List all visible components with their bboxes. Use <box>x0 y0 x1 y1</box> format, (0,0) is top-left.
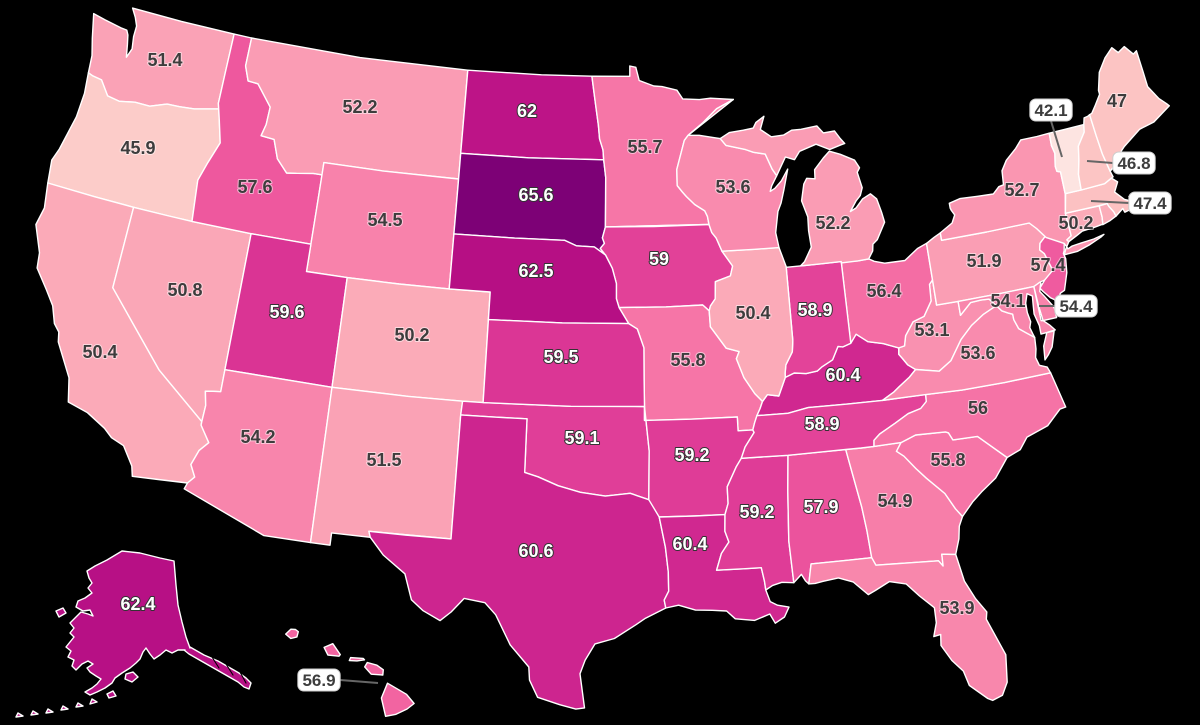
svg-text:53.9: 53.9 <box>939 598 974 618</box>
svg-text:55.8: 55.8 <box>930 450 965 470</box>
svg-text:53.6: 53.6 <box>715 177 750 197</box>
svg-text:59: 59 <box>649 249 669 269</box>
svg-text:47: 47 <box>1107 91 1127 111</box>
svg-text:42.1: 42.1 <box>1034 101 1067 120</box>
svg-text:57.9: 57.9 <box>803 497 838 517</box>
svg-text:62: 62 <box>517 101 537 121</box>
svg-text:54.9: 54.9 <box>877 491 912 511</box>
svg-text:50.4: 50.4 <box>735 303 770 323</box>
svg-text:57.4: 57.4 <box>1030 255 1065 275</box>
svg-text:65.6: 65.6 <box>518 185 553 205</box>
svg-text:50.4: 50.4 <box>82 342 117 362</box>
svg-text:56.4: 56.4 <box>866 281 901 301</box>
svg-text:51.4: 51.4 <box>147 50 182 70</box>
svg-text:50.8: 50.8 <box>167 280 202 300</box>
svg-text:60.4: 60.4 <box>825 365 860 385</box>
svg-text:52.2: 52.2 <box>815 213 850 233</box>
svg-text:58.9: 58.9 <box>797 300 832 320</box>
svg-text:54.2: 54.2 <box>240 427 275 447</box>
svg-text:53.1: 53.1 <box>914 320 949 340</box>
svg-text:59.2: 59.2 <box>739 502 774 522</box>
svg-text:55.8: 55.8 <box>670 350 705 370</box>
svg-text:52.7: 52.7 <box>1004 180 1039 200</box>
svg-text:45.9: 45.9 <box>120 138 155 158</box>
svg-text:59.1: 59.1 <box>564 428 599 448</box>
svg-text:62.5: 62.5 <box>518 261 553 281</box>
svg-text:51.9: 51.9 <box>966 251 1001 271</box>
svg-text:62.4: 62.4 <box>120 594 155 614</box>
svg-text:56.9: 56.9 <box>302 671 335 690</box>
svg-text:59.2: 59.2 <box>674 445 709 465</box>
svg-text:47.4: 47.4 <box>1133 194 1167 213</box>
svg-text:56: 56 <box>968 398 988 418</box>
svg-text:50.2: 50.2 <box>1058 213 1093 233</box>
svg-text:52.2: 52.2 <box>342 97 377 117</box>
svg-text:54.5: 54.5 <box>367 210 402 230</box>
svg-text:50.2: 50.2 <box>394 325 429 345</box>
svg-text:46.8: 46.8 <box>1117 154 1150 173</box>
svg-text:60.4: 60.4 <box>672 534 707 554</box>
svg-text:54.1: 54.1 <box>990 291 1025 311</box>
svg-text:51.5: 51.5 <box>366 450 401 470</box>
svg-text:53.6: 53.6 <box>960 343 995 363</box>
svg-text:58.9: 58.9 <box>804 414 839 434</box>
svg-text:54.4: 54.4 <box>1059 297 1093 316</box>
svg-text:57.6: 57.6 <box>237 177 272 197</box>
svg-text:59.6: 59.6 <box>269 302 304 322</box>
svg-text:60.6: 60.6 <box>518 541 553 561</box>
svg-text:55.7: 55.7 <box>627 137 662 157</box>
svg-text:59.5: 59.5 <box>543 347 578 367</box>
